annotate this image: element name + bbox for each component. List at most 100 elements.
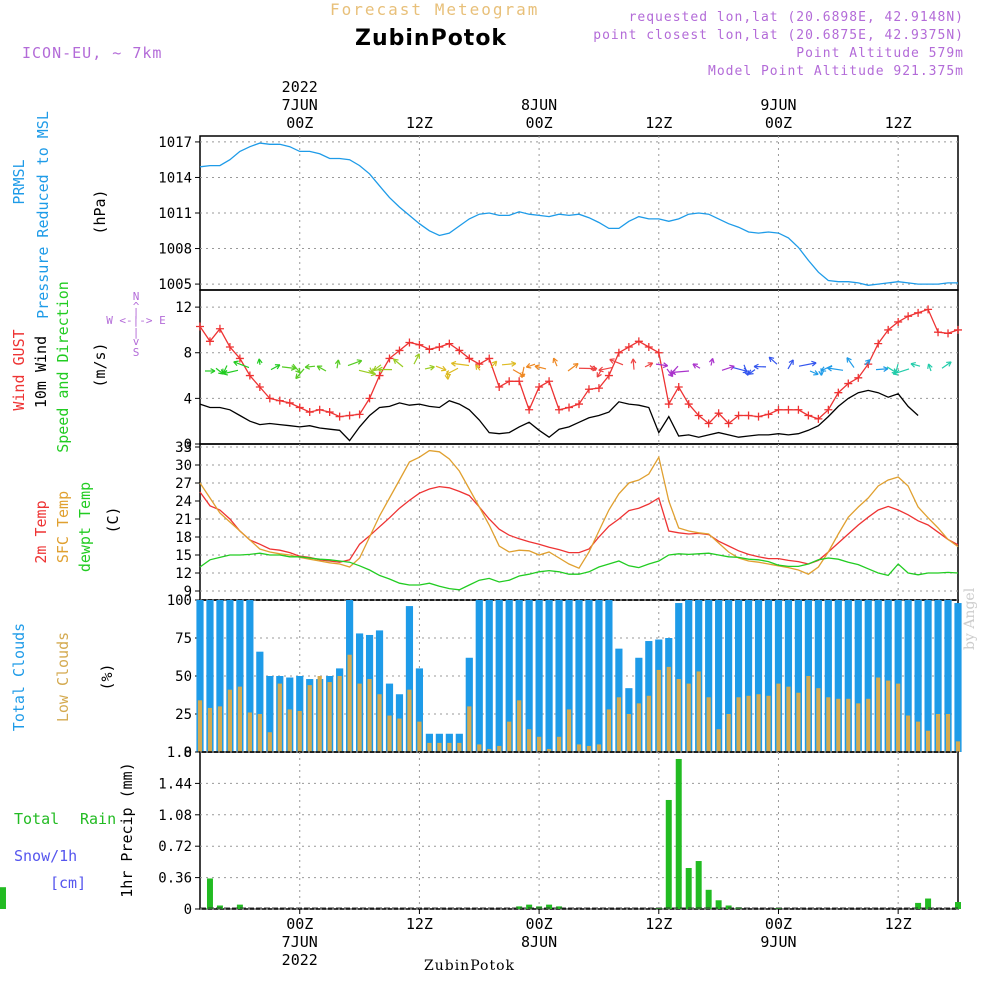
wind-arrowhead [444,374,451,380]
wind-direction-arrow [316,365,327,372]
bottom-time-label: 9JUN [760,933,796,951]
compass-south-bar: | [133,326,140,339]
gust-marker [245,371,254,380]
y-tick-label: 27 [175,476,192,492]
gust-marker [365,394,374,403]
low-clouds-bar [945,714,951,752]
low-clouds-bar [497,745,502,752]
wind-direction-arrow [445,367,459,376]
low-clouds-bar [616,697,621,752]
wind-direction-arrow [743,364,749,376]
wind-arrowhead [743,370,750,376]
low-clouds-bar [596,744,602,752]
total-clouds-bar [375,630,384,752]
rain-bar [546,904,553,909]
wind-arrowhead [692,363,698,369]
wind-direction-arrow [910,363,921,367]
wind-direction-arrow [553,357,558,367]
y-tick-label: 15 [175,548,192,564]
bottom-time-label: 00Z [286,915,313,933]
total-clouds-bar [715,600,723,752]
gust-marker [854,373,863,382]
low-clouds-bar [676,679,681,752]
y-tick-label: 1014 [158,170,192,186]
wind-direction-arrow [424,366,435,370]
wind-direction-arrow [305,365,316,368]
low-clouds-bar [297,710,302,752]
compass-north: N [133,290,140,303]
low-clouds-bar [487,748,492,752]
model-altitude: Model Point Altitude 921.375m [708,64,964,79]
wind-direction-arrow [451,362,470,367]
wind-arrowhead [304,363,310,370]
dewpt-label: dewpt Temp [76,482,94,572]
wind-arrowhead [788,359,794,365]
wind-direction-arrow [809,370,819,375]
wind-arrowhead [590,365,597,372]
gust-marker [634,337,643,346]
wind-arrowhead [883,366,889,372]
clouds-unit: (%) [98,663,116,690]
total-clouds-bar [545,600,553,752]
wind-direction-arrow [666,368,674,377]
wind-arrowhead [451,360,457,367]
rain-bar [0,887,6,909]
top-time-label: 7JUN [282,96,318,114]
temp-2m-label: 2m Temp [32,500,50,563]
low-clouds-bar [317,676,322,752]
y-tick-label: 0 [184,745,192,761]
low-clouds-bar [686,683,691,752]
total-clouds-bar [894,600,902,752]
wind-direction-arrow [526,363,536,368]
low-clouds-bar [397,718,402,752]
wind-arrowhead [910,361,916,368]
low-clouds-bar [207,707,213,752]
gust-marker [265,394,274,403]
low-clouds-bar [736,697,741,752]
gust-marker [515,377,524,386]
wind-arrowhead [708,357,715,364]
compass-north-bar: | [133,306,140,319]
wind-arrowhead [525,363,532,369]
gust-marker [535,382,544,391]
low-clouds-bar [447,742,452,752]
low-clouds-bar [746,695,751,752]
wind-gust-label: Wind GUST [10,329,28,410]
low-clouds-bar [287,709,292,752]
wind-direction-arrow [435,365,447,371]
gust-marker [325,408,334,417]
gust-marker [594,384,603,393]
low-clouds-bar [925,730,931,752]
series-line-prmsl [199,142,958,286]
gust-marker [814,414,823,423]
y-tick-label: 9 [184,584,192,600]
bottom-time-label: 00Z [526,915,553,933]
gust-marker [425,345,434,354]
y-tick-label: 25 [175,707,192,723]
top-time-label: 12Z [645,114,672,132]
wind-direction-arrow [846,357,855,368]
wind-arrowhead [865,359,871,365]
gust-marker [555,405,564,414]
gust-marker [874,339,883,348]
gust-marker [275,396,284,405]
low-clouds-bar [796,692,801,752]
total-clouds-bar [226,600,234,752]
wind-direction-arrow [644,362,653,368]
wind-arrowhead [670,369,676,376]
gust-marker [205,337,214,346]
wind-arrowhead [295,373,301,380]
y-tick-label: 1.44 [158,776,192,792]
gust-marker [465,354,474,363]
wind-direction-arrow [941,361,952,369]
low-clouds-bar [726,714,731,752]
gust-marker [545,377,554,386]
gust-marker [415,340,424,349]
wind-arrowhead [256,358,263,364]
compass-north-arrow: ^ [133,300,140,313]
wind-direction-arrow [692,363,701,369]
low-clouds-bar [277,683,282,752]
total-clouds-bar [236,600,244,752]
precip-unit: 1hr Precip (mm) [118,762,136,897]
total-clouds-bar [944,600,952,752]
